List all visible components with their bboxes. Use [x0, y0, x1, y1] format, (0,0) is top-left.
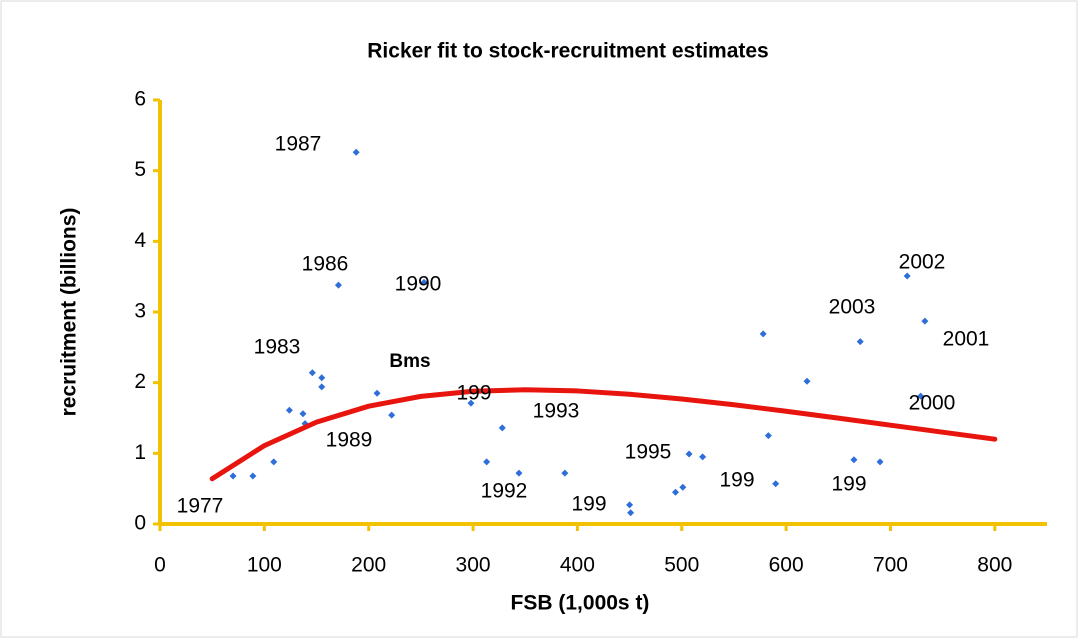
x-tick-label: 800	[977, 554, 1012, 577]
point-annotation: 199	[719, 469, 754, 492]
fit-curve	[209, 387, 998, 482]
point-annotation: 199	[571, 493, 606, 516]
data-point	[270, 458, 278, 466]
data-point	[373, 389, 381, 397]
x-tick-label: 700	[873, 554, 908, 577]
y-tick-label: 2	[134, 370, 146, 393]
data-point	[318, 374, 326, 382]
point-annotation: 1977	[177, 495, 224, 518]
data-point	[917, 392, 925, 400]
data-point	[318, 383, 326, 391]
point-annotation: 1992	[481, 480, 528, 503]
point-annotation: 1995	[625, 441, 672, 464]
data-point	[483, 458, 491, 466]
data-point	[764, 432, 772, 440]
data-point	[626, 501, 634, 509]
data-point	[850, 456, 858, 464]
x-tick-label: 0	[154, 554, 166, 577]
data-point	[759, 330, 767, 338]
y-tick-label: 4	[134, 229, 146, 252]
x-tick-label: 100	[247, 554, 282, 577]
y-axis-label: recruitment (billions)	[58, 208, 81, 417]
data-point	[699, 453, 707, 461]
x-tick-label: 600	[769, 554, 804, 577]
data-point	[515, 469, 523, 477]
y-tick-label: 5	[134, 158, 146, 181]
y-tick-label: 1	[134, 441, 146, 464]
data-point	[903, 272, 911, 280]
data-point	[921, 317, 929, 325]
data-point	[467, 399, 475, 407]
x-tick-label: 200	[351, 554, 386, 577]
data-point	[561, 469, 569, 477]
data-point	[856, 338, 864, 346]
point-annotation: 1986	[302, 253, 349, 276]
point-annotation: 1993	[533, 400, 580, 423]
data-point	[803, 377, 811, 385]
x-axis-label: FSB (1,000s t)	[511, 592, 650, 615]
point-annotation: 2001	[943, 328, 990, 351]
point-annotation: 1987	[275, 133, 322, 156]
data-point	[285, 406, 293, 414]
x-tick-label: 400	[560, 554, 595, 577]
data-point	[498, 424, 506, 432]
data-point	[685, 450, 693, 458]
data-point	[772, 480, 780, 488]
chart-title: Ricker fit to stock-recruitment estimate…	[367, 40, 768, 63]
y-tick-label: 0	[134, 512, 146, 535]
data-point	[352, 148, 360, 156]
data-point	[334, 281, 342, 289]
y-tick-label: 3	[134, 300, 146, 323]
point-annotation: 1983	[254, 336, 301, 359]
point-annotation: 2002	[899, 251, 946, 274]
data-point	[679, 483, 687, 491]
data-point	[876, 458, 884, 466]
point-annotation: 2000	[909, 392, 956, 415]
data-point	[229, 472, 237, 480]
data-point	[299, 410, 307, 418]
data-point	[308, 369, 316, 377]
x-tick-label: 300	[456, 554, 491, 577]
point-annotation: 2003	[829, 296, 876, 319]
data-point	[627, 509, 635, 517]
data-point	[388, 411, 396, 419]
data-point	[672, 488, 680, 496]
point-annotation: Bms	[389, 351, 430, 372]
point-annotation: 199	[456, 382, 491, 405]
point-annotation: 1990	[395, 273, 442, 296]
data-point	[249, 472, 257, 480]
x-tick-label: 500	[664, 554, 699, 577]
y-tick-label: 6	[134, 88, 146, 111]
data-point	[420, 278, 428, 286]
point-annotation: 1989	[326, 429, 373, 452]
point-annotation: 199	[831, 473, 866, 496]
